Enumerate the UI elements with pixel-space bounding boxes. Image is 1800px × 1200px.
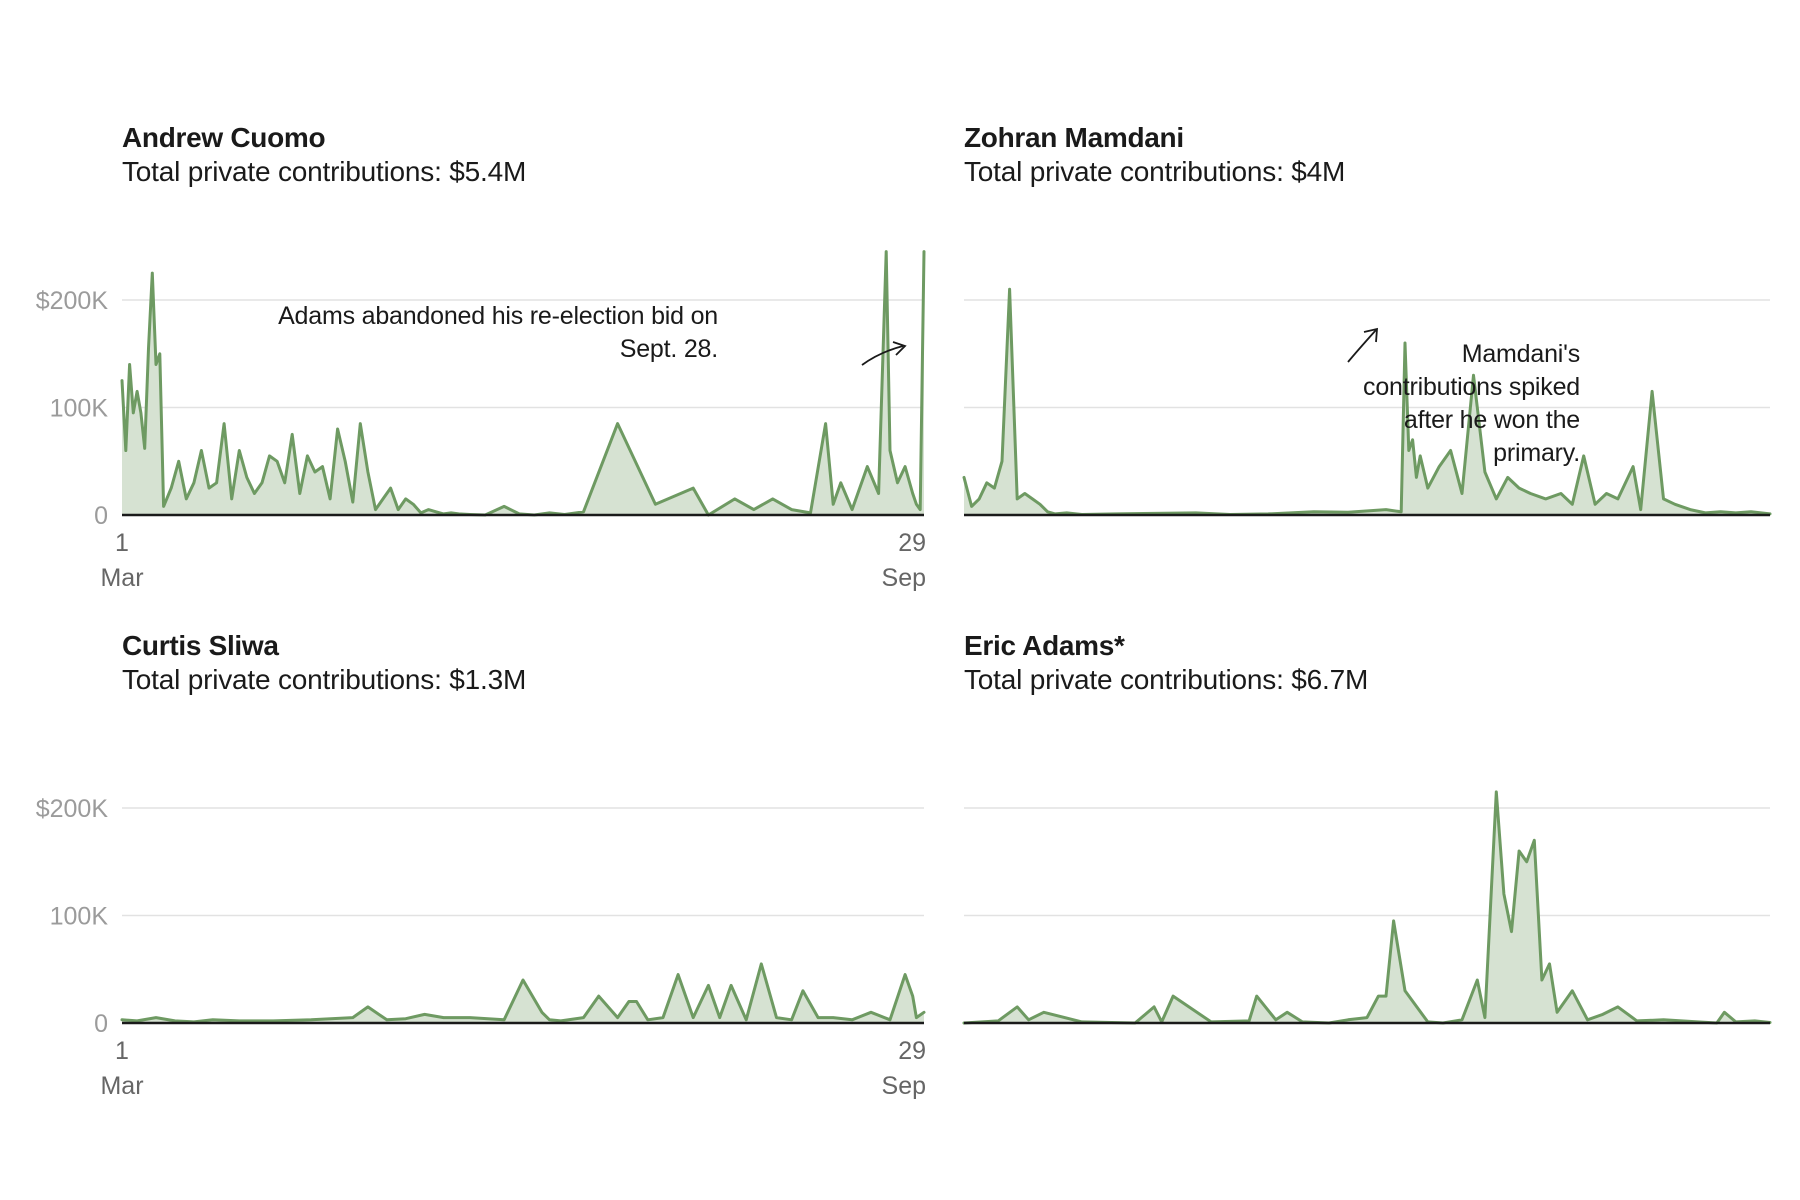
panel-andrew-cuomo: Andrew Cuomo Total private contributions… [0,100,926,620]
y-tick-label: 0 [94,1010,108,1038]
series-area [122,251,924,515]
annotation-arrowhead [892,341,907,356]
panel-subtitle: Total private contributions: $6.7M [964,664,1369,695]
y-tick-label: $200K [36,287,109,315]
panel-curtis-sliwa: Curtis Sliwa Total private contributions… [0,608,926,1128]
y-tick-label: $200K [36,795,109,823]
area-chart [962,287,1772,517]
annotation-arrowhead [1363,327,1378,343]
panel-subtitle: Total private contributions: $5.4M [122,156,527,187]
annotation-line: Mamdani's [1461,340,1580,368]
annotation-line: contributions spiked [1363,373,1580,401]
area-chart: 0 100K $200K 1 Mar 29 Sep [36,795,926,1100]
x-tick-month-label: Mar [100,1072,143,1100]
y-tick-label: 0 [94,502,108,530]
series-area [964,791,1770,1023]
series-line [120,250,926,517]
area-chart [962,790,1772,1025]
x-tick-label: 1 [115,529,129,557]
x-tick-label: 1 [115,1037,129,1065]
panel-title: Eric Adams* [964,630,1125,661]
annotation-line: primary. [1493,439,1580,467]
annotation-text: Adams abandoned his re-election bid on S… [158,300,718,366]
annotation-arrow [1347,329,1377,363]
area-chart: 0 100K $200K 1 Mar 29 Sep [36,250,926,592]
series-line [120,962,926,1024]
panel-title: Zohran Mamdani [964,122,1184,153]
panel-eric-adams: Eric Adams* Total private contributions:… [840,608,1772,1128]
panel-subtitle: Total private contributions: $4M [964,156,1346,187]
x-tick-label: 29 [898,529,926,557]
annotation-line: after he won the [1403,406,1580,434]
x-tick-month-label: Sep [882,564,926,592]
y-tick-label: 100K [50,395,109,423]
x-tick-label: 29 [898,1037,926,1065]
series-line [962,790,1772,1025]
panel-subtitle: Total private contributions: $1.3M [122,664,527,695]
x-tick-month-label: Mar [100,564,143,592]
annotation-line: Sept. 28. [619,335,718,363]
y-tick-label: 100K [50,903,109,931]
panel-zohran-mamdani: Zohran Mamdani Total private contributio… [840,100,1772,620]
panel-title: Curtis Sliwa [122,630,279,661]
x-tick-month-label: Sep [882,1072,926,1100]
annotation-arrow [861,345,904,366]
annotation-text: Mamdani's contributions spiked after he … [1280,338,1580,470]
panel-title: Andrew Cuomo [122,122,326,153]
annotation-line: Adams abandoned his re-election bid on [278,302,718,330]
series-line [962,287,1772,516]
